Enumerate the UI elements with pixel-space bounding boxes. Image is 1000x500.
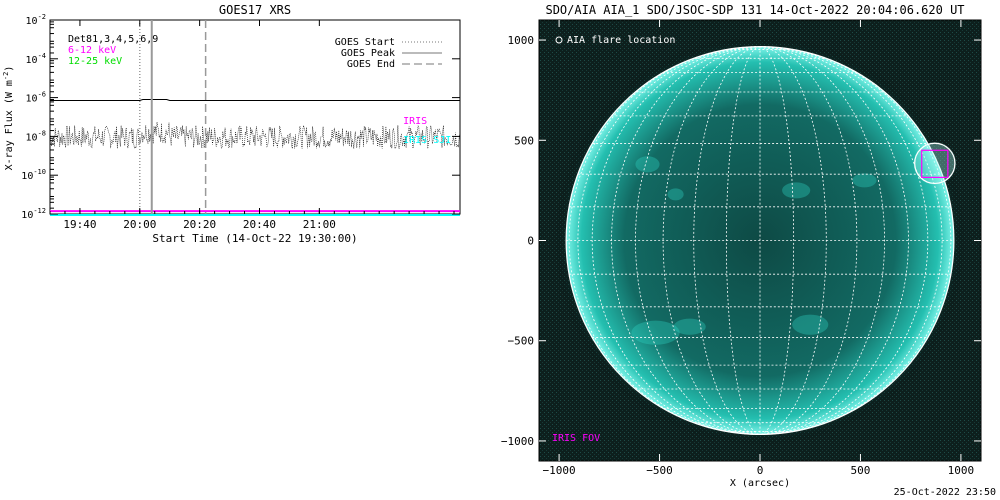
goes-annotation: IRIS SJI <box>403 135 451 146</box>
aia-active-region <box>631 320 680 345</box>
aia-longitude-line <box>759 46 952 435</box>
footer-timestamp: 25-Oct-2022 23:50 <box>893 487 996 498</box>
aia-plot-frame <box>538 19 982 462</box>
aia-active-region <box>782 182 811 199</box>
goes-x-tick-label: 19:40 <box>63 218 96 231</box>
goes-legend-right-item: GOES Peak <box>341 48 395 59</box>
aia-longitude-line <box>759 46 909 435</box>
aia-longitude-line <box>759 46 795 435</box>
goes-y-tick-label: 10-12 <box>21 207 46 221</box>
aia-longitude-line <box>759 46 858 435</box>
goes-series-long-channel <box>49 122 461 150</box>
aia-solar-disk <box>566 46 954 435</box>
aia-y-tick-label: 0 <box>527 235 534 248</box>
aia-y-tick-label: 1000 <box>508 34 535 47</box>
aia-longitude-line <box>759 46 943 435</box>
goes-y-tick-label: 10-6 <box>26 91 46 105</box>
aia-corona-glow <box>554 34 966 447</box>
aia-longitude-line <box>693 46 761 435</box>
goes-series-short-channel <box>50 99 460 101</box>
goes-y-tick-label: 10-8 <box>26 129 46 143</box>
aia-longitude-line <box>725 46 761 435</box>
goes-annotation: IRIS <box>403 116 427 127</box>
aia-longitude-line <box>759 46 929 435</box>
aia-coordinate-grid <box>566 46 954 435</box>
aia-x-tick-label: 0 <box>757 464 764 477</box>
aia-x-tick-label: −500 <box>646 464 673 477</box>
goes-x-axis-label: Start Time (14-Oct-22 19:30:00) <box>152 232 357 245</box>
aia-longitude-line <box>591 46 761 435</box>
aia-x-tick-label: 1000 <box>948 464 975 477</box>
aia-x-axis-label: X (arcsec) <box>730 478 790 489</box>
goes-y-tick-label: 10-2 <box>26 13 46 27</box>
aia-longitude-line <box>611 46 761 435</box>
aia-active-region <box>667 188 684 201</box>
aia-flare-legend-marker <box>555 36 563 44</box>
aia-y-tick-label: −1000 <box>501 435 534 448</box>
goes-x-tick-label: 20:00 <box>123 218 156 231</box>
goes-legend-left-item: 12-25 keV <box>68 56 122 67</box>
goes-legend-left-item: 6-12 keV <box>68 45 116 56</box>
aia-iris-fov-label: IRIS FOV <box>552 433 600 444</box>
goes-y-tick-label: 10-10 <box>21 168 46 182</box>
aia-active-region <box>792 314 829 335</box>
aia-image-title: SDO/AIA AIA_1 SDO/JSOC-SDP 131 14-Oct-20… <box>545 3 964 17</box>
aia-longitude-line <box>662 46 761 435</box>
aia-longitude-line <box>759 46 885 435</box>
goes-xrs-chart: GOES17 XRS 19:40 20:00 20:20 20:40 21:00 10-… <box>2 3 461 245</box>
aia-image-background <box>539 20 981 461</box>
aia-flare-location-circle <box>914 142 956 185</box>
aia-flare-legend-text: AIA flare location <box>567 35 675 46</box>
goes-y-axis-label: X-ray Flux (W m-2) <box>2 66 15 171</box>
aia-longitude-line <box>577 46 761 435</box>
aia-active-region <box>673 318 706 335</box>
aia-longitude-line <box>635 46 761 435</box>
goes-x-tick-label: 21:00 <box>303 218 336 231</box>
aia-longitude-line <box>568 46 761 435</box>
goes-x-tick-label: 20:40 <box>243 218 276 231</box>
goes-y-tick-label: 10-4 <box>26 52 46 66</box>
goes-legend-right-item: GOES End <box>347 59 395 70</box>
goes-legend-right-item: GOES Start <box>335 37 395 48</box>
aia-active-region <box>635 156 660 173</box>
aia-flare-brightening <box>913 142 956 185</box>
aia-limb <box>565 46 955 435</box>
aia-active-region <box>852 173 877 188</box>
aia-x-tick-label: −1000 <box>543 464 576 477</box>
goes-chart-title: GOES17 XRS <box>219 3 291 17</box>
goes-x-tick-label: 20:20 <box>183 218 216 231</box>
aia-iris-fov-box <box>921 149 949 178</box>
aia-x-tick-label: 500 <box>851 464 871 477</box>
goes-legend-left-item: Det81,3,4,5,6,9 <box>68 34 158 45</box>
aia-y-tick-label: 500 <box>514 134 534 147</box>
aia-y-tick-label: −500 <box>508 335 535 348</box>
aia-longitude-line <box>759 46 827 435</box>
